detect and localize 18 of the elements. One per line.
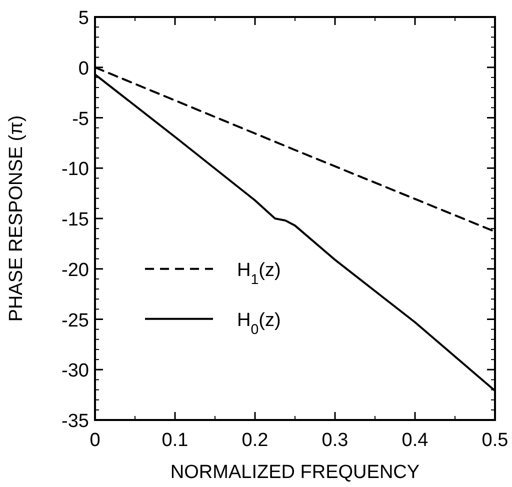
y-tick-label: 0 bbox=[78, 58, 89, 80]
y-axis-title: PHASE RESPONSE (π) bbox=[6, 115, 27, 322]
x-tick-label: 0.1 bbox=[162, 430, 188, 451]
y-tick-label: -35 bbox=[62, 411, 89, 432]
y-tick-label: 5 bbox=[78, 8, 89, 29]
x-tick-label: 0.2 bbox=[242, 430, 268, 451]
x-tick-label: 0.3 bbox=[322, 430, 348, 451]
y-tick-label: -15 bbox=[62, 210, 89, 230]
x-tick-label: 0.5 bbox=[482, 430, 508, 451]
y-tick-label: -5 bbox=[72, 108, 89, 130]
x-tick-label: 0.4 bbox=[402, 430, 429, 451]
y-tick-label: -30 bbox=[62, 360, 89, 382]
x-axis-title: NORMALIZED FREQUENCY bbox=[170, 462, 420, 483]
y-tick-label: -10 bbox=[62, 159, 89, 180]
y-tick-label: -20 bbox=[62, 260, 89, 281]
legend-label: H$_{0}$(z) bbox=[237, 310, 281, 338]
y-tick-label: -25 bbox=[62, 310, 89, 332]
legend-label: H$_{1}$(z) bbox=[237, 260, 281, 288]
